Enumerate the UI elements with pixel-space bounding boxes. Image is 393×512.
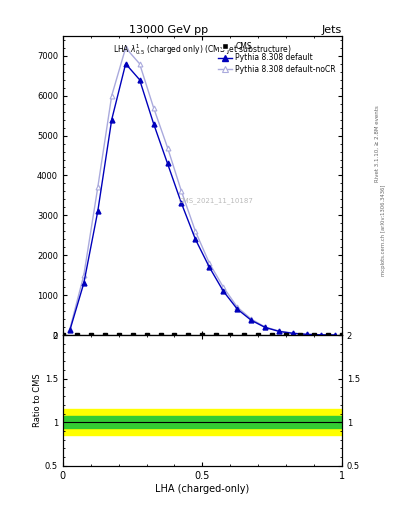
Text: mcplots.cern.ch [arXiv:1306.3436]: mcplots.cern.ch [arXiv:1306.3436] — [381, 185, 386, 276]
X-axis label: LHA (charged-only): LHA (charged-only) — [155, 483, 250, 494]
Legend: CMS, Pythia 8.308 default, Pythia 8.308 default-noCR: CMS, Pythia 8.308 default, Pythia 8.308 … — [216, 39, 338, 76]
Y-axis label: $\frac{1}{N}\frac{dN}{d\lambda}$: $\frac{1}{N}\frac{dN}{d\lambda}$ — [0, 177, 2, 195]
Text: 13000 GeV pp: 13000 GeV pp — [129, 25, 208, 35]
Text: Jets: Jets — [321, 25, 342, 35]
Text: CMS_2021_11_10187: CMS_2021_11_10187 — [179, 197, 254, 204]
Y-axis label: Ratio to CMS: Ratio to CMS — [33, 374, 42, 428]
Text: Rivet 3.1.10, ≥ 2.8M events: Rivet 3.1.10, ≥ 2.8M events — [375, 105, 380, 182]
Text: LHA $\lambda^{1}_{0.5}$ (charged only) (CMS jet substructure): LHA $\lambda^{1}_{0.5}$ (charged only) (… — [113, 42, 292, 57]
